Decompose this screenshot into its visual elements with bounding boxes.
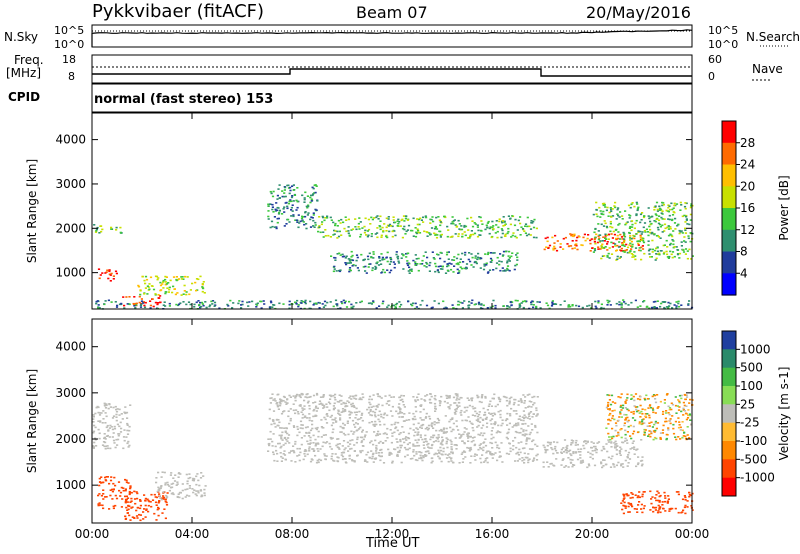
power-heatmap-layer (93, 184, 694, 310)
nave-label: Nave (752, 62, 783, 76)
power-colorbar-swatch-4 (722, 208, 736, 231)
power-region-7 (543, 233, 645, 252)
freq-left-tick-top: 18 (62, 53, 76, 66)
velocity-colorbar-swatch-2 (722, 367, 736, 387)
cpid-label: CPID (8, 90, 41, 104)
power-colorbar-swatch-6 (722, 251, 736, 274)
power-colorbar-swatch-0 (722, 121, 736, 144)
ylabel-1: Slant Range [km] (25, 369, 39, 473)
velocity-colorbar-tick-7: -1000 (740, 471, 775, 485)
velocity-colorbar-swatch-1 (722, 349, 736, 369)
velocity-colorbar-tick-6: -500 (740, 452, 767, 466)
ytick-label-1-3: 4000 (55, 340, 86, 354)
velocity-region-0 (92, 402, 132, 450)
beam-title: Beam 07 (356, 3, 428, 22)
power-region-6 (330, 250, 519, 274)
velocity-heatmap-layer (92, 392, 694, 522)
xtick-label-5: 20:00 (575, 527, 610, 541)
power-colorbar-swatch-1 (722, 142, 736, 166)
freq-right-tick-bottom: 0 (708, 70, 715, 83)
panel-frames (91, 24, 790, 524)
velocity-colorbar-swatch-3 (722, 386, 736, 405)
velocity-region-7 (620, 490, 694, 515)
xtick-label-1: 04:00 (175, 527, 210, 541)
velocity-colorbar-tick-5: -100 (740, 434, 767, 448)
noise-left-tick-top: 10^5 (54, 24, 85, 37)
power-colorbar-tick-0: 28 (740, 136, 755, 150)
ytick-label-1-1: 2000 (55, 432, 86, 446)
power-colorbar-tick-6: 4 (740, 266, 748, 280)
noise-panel-frame (91, 24, 693, 48)
power-colorbar-tick-2: 20 (740, 179, 755, 193)
ytick-label-0-0: 1000 (55, 266, 86, 280)
velocity-colorbar-tick-3: 25 (740, 397, 755, 411)
xtick-label-2: 08:00 (275, 527, 310, 541)
velocity-colorbar-title: Velocity [m s-1] (777, 367, 791, 461)
power-colorbar-title: Power [dB] (777, 175, 791, 240)
noise-search-label: N.Search (746, 30, 800, 44)
power-colorbar-tick-1: 24 (740, 158, 755, 172)
power-region-3 (137, 275, 206, 296)
velocity-region-5 (542, 439, 644, 469)
xtick-label-6: 00:00 (675, 527, 710, 541)
noise-right-tick-top: 10^5 (708, 24, 739, 37)
power-colorbar-tick-3: 16 (740, 201, 755, 215)
noise-sky-trace (91, 29, 693, 47)
x-axis-title: Time UT (366, 536, 420, 551)
freq-left-tick-bottom: 8 (68, 70, 75, 83)
xtick-label-4: 16:00 (475, 527, 510, 541)
velocity-region-6 (605, 393, 694, 441)
ytick-label-1-2: 3000 (55, 386, 86, 400)
velocity-colorbar-swatch-5 (722, 422, 736, 442)
velocity-colorbar-tick-1: 500 (740, 361, 763, 375)
velocity-colorbar-swatch-0 (722, 331, 736, 350)
velocity-region-2 (124, 490, 169, 522)
power-region-4 (267, 184, 319, 230)
noise-sky-label: N.Sky (4, 30, 39, 44)
ylabel-0: Slant Range [km] (25, 159, 39, 263)
freq-label-1: Freq. (14, 53, 44, 67)
power-region-1 (97, 268, 118, 282)
velocity-colorbar-tick-2: 100 (740, 379, 763, 393)
xtick-label-3: 12:00 (375, 527, 410, 541)
velocity-colorbar-tick-0: 1000 (740, 342, 771, 356)
noise-left-tick-bottom: 10^0 (54, 38, 85, 51)
ytick-label-0-2: 3000 (55, 177, 86, 191)
velocity-region-1 (97, 476, 132, 510)
power-region-9 (95, 299, 694, 310)
freq-trace (92, 68, 692, 77)
velocity-colorbar-swatch-7 (722, 459, 736, 479)
power-region-5 (317, 215, 538, 239)
cpid-text: normal (fast stereo) 153 (94, 92, 274, 107)
velocity-colorbar-tick-4: -25 (740, 416, 760, 430)
power-region-8 (592, 201, 694, 261)
power-colorbar-swatch-2 (722, 164, 736, 187)
power-region-0 (93, 224, 123, 234)
power-colorbar-tick-4: 12 (740, 223, 755, 237)
velocity-colorbar-swatch-4 (722, 404, 736, 424)
freq-right-tick-top: 60 (708, 53, 722, 66)
power-colorbar-swatch-3 (722, 186, 736, 209)
power-colorbar-swatch-5 (722, 229, 736, 253)
ytick-label-0-1: 2000 (55, 221, 86, 235)
freq-label-2: [MHz] (6, 66, 42, 80)
xtick-label-0: 00:00 (75, 527, 110, 541)
velocity-colorbar-swatch-6 (722, 441, 736, 460)
cpid-panel-frame (91, 83, 693, 113)
velocity-colorbar-frame (721, 330, 737, 497)
ytick-label-0-3: 4000 (55, 133, 86, 147)
ytick-label-1-0: 1000 (55, 478, 86, 492)
date-title: 20/May/2016 (586, 3, 691, 22)
freq-panel-frame (91, 54, 693, 84)
velocity-region-3 (155, 471, 207, 501)
power-colorbar-tick-5: 8 (740, 245, 748, 259)
velocity-region-4 (267, 392, 539, 464)
station-title: Pykkvibaer (fitACF) (92, 1, 265, 22)
power-colorbar-swatch-7 (722, 273, 736, 296)
noise-right-tick-bottom: 10^0 (708, 38, 739, 51)
velocity-colorbar-swatch-8 (722, 477, 736, 497)
